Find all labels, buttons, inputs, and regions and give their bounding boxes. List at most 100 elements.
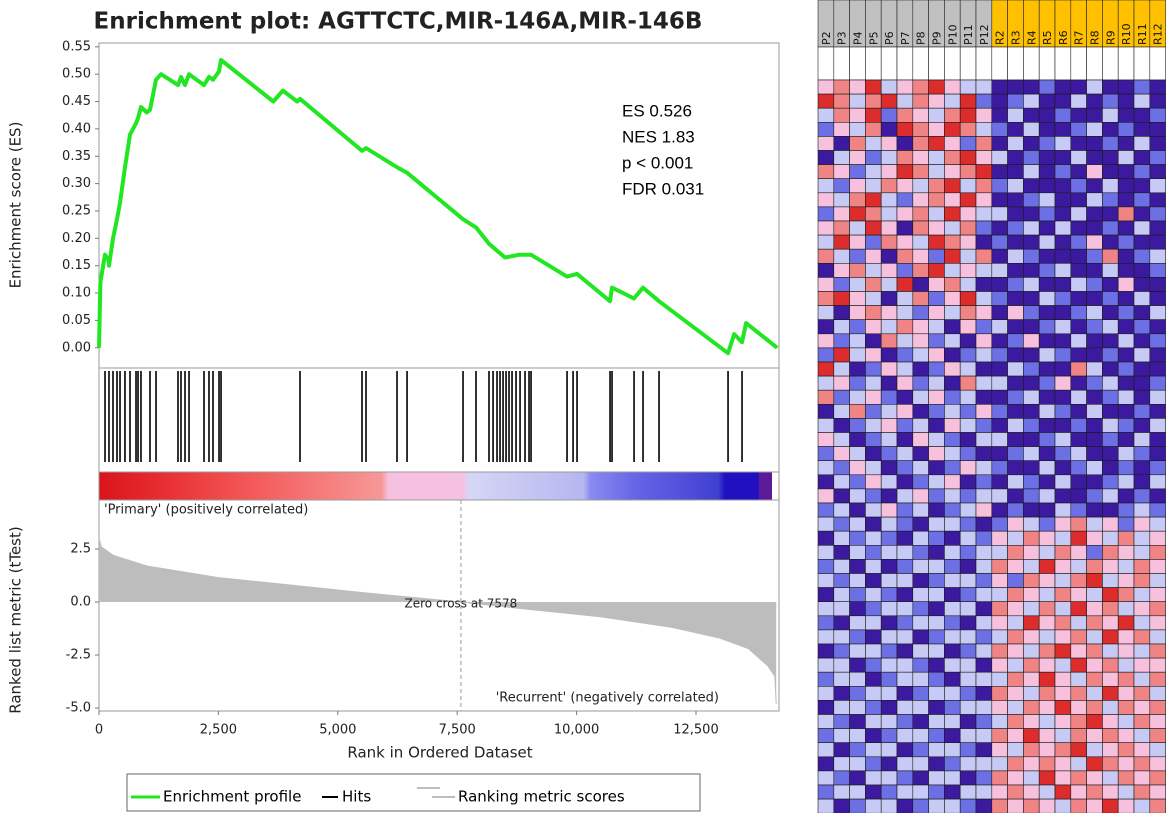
heatmap-cell: [1054, 136, 1072, 151]
heatmap-cell: [1086, 700, 1103, 715]
heatmap-cell: [817, 361, 835, 377]
heatmap-cell: [849, 544, 866, 560]
heatmap-cell: [833, 361, 850, 377]
heatmap-cell: [912, 728, 929, 743]
heatmap-cell: [1038, 220, 1056, 236]
heatmap-cell: [1023, 685, 1040, 701]
heatmap-cell: [1149, 516, 1166, 532]
heatmap-cell: [896, 333, 914, 349]
heatmap-cell: [1117, 770, 1135, 786]
heatmap-cell: [865, 375, 882, 391]
heatmap-cell: [880, 700, 898, 715]
heatmap-cell: [1149, 234, 1166, 250]
heatmap-cell: [817, 559, 835, 574]
heatmap-cell: [1070, 685, 1087, 701]
heatmap-cell: [959, 107, 977, 123]
heatmap-cell: [912, 770, 929, 786]
heatmap-cell: [944, 629, 961, 645]
heatmap-cell: [896, 361, 914, 377]
heatmap-cell: [833, 629, 850, 645]
heatmap-cell: [849, 784, 866, 800]
heatmap-cell: [1117, 248, 1135, 264]
heatmap-cell: [880, 375, 898, 391]
heatmap-cell: [991, 291, 1008, 306]
heatmap-cell: [1086, 784, 1103, 800]
heatmap-cell: [1023, 220, 1040, 236]
heatmap-cell: [1023, 192, 1040, 208]
column-header-blank: [1054, 46, 1072, 81]
heatmap-cell: [896, 192, 914, 208]
heatmap-cell: [1038, 150, 1056, 165]
heatmap-cell: [817, 671, 835, 687]
heatmap-cell: [944, 446, 961, 462]
heatmap-cell: [833, 615, 850, 631]
heatmap-cell: [1007, 460, 1024, 476]
heatmap-cell: [975, 573, 993, 588]
heatmap-cell: [912, 361, 929, 377]
heatmap-cell: [1086, 262, 1103, 278]
heatmap-cell: [1070, 418, 1087, 433]
heatmap-cell: [1117, 714, 1135, 729]
heatmap-cell: [912, 220, 929, 236]
heatmap-cell: [912, 122, 929, 137]
heatmap-cell: [1054, 107, 1072, 123]
heatmap-cell: [1117, 474, 1135, 490]
heatmap-cell: [1102, 756, 1119, 772]
heatmap-cell: [817, 756, 835, 772]
heatmap-cell: [1007, 262, 1024, 278]
heatmap-cell: [1102, 488, 1119, 504]
heatmap-cell: [833, 770, 850, 786]
heatmap-cell: [880, 79, 898, 95]
heatmap-cell: [865, 403, 882, 419]
heatmap-cell: [959, 671, 977, 687]
heatmap-cell: [1102, 516, 1119, 532]
heatmap-cell: [896, 601, 914, 617]
heatmap-cell: [1133, 319, 1151, 335]
heatmap-cell: [1117, 685, 1135, 701]
column-header-blank: [865, 46, 882, 81]
heatmap-cell: [1086, 502, 1103, 518]
heatmap-cell: [1086, 150, 1103, 165]
heatmap-cell: [1023, 446, 1040, 462]
heatmap-cell: [928, 601, 945, 617]
heatmap-cell: [1054, 178, 1072, 194]
heatmap-cell: [944, 403, 961, 419]
heatmap-cell: [1007, 573, 1024, 588]
heatmap-cell: [1070, 93, 1087, 109]
heatmap-cell: [1117, 573, 1135, 588]
heatmap-cell: [991, 150, 1008, 165]
heatmap-cell: [817, 714, 835, 729]
heatmap-cell: [865, 601, 882, 617]
column-header-blank: [1070, 46, 1087, 81]
column-header-blank: [1086, 46, 1103, 81]
heatmap-cell: [1054, 474, 1072, 490]
heatmap-cell: [1023, 418, 1040, 433]
heatmap-cell: [1149, 361, 1166, 377]
y-tick-label: 0.00: [62, 340, 91, 355]
heatmap-cell: [1102, 403, 1119, 419]
heatmap-cell: [1117, 784, 1135, 800]
heatmap-cell: [1102, 643, 1119, 659]
heatmap-cell: [959, 460, 977, 476]
heatmap-cell: [1023, 784, 1040, 800]
heatmap-cell: [928, 79, 945, 95]
heatmap-cell: [991, 446, 1008, 462]
heatmap-cell: [1007, 488, 1024, 504]
heatmap-cell: [928, 361, 945, 377]
heatmap-cell: [896, 262, 914, 278]
heatmap-cell: [959, 657, 977, 673]
heatmap-cell: [849, 389, 866, 405]
heatmap-cell: [865, 474, 882, 490]
heatmap-cell: [975, 164, 993, 180]
heatmap-cell: [944, 150, 961, 165]
heatmap-cell: [1007, 742, 1024, 758]
heatmap-cell: [896, 277, 914, 292]
heatmap-cell: [880, 164, 898, 180]
heatmap-cell: [833, 488, 850, 504]
heatmap-cell: [1133, 629, 1151, 645]
heatmap-cell: [944, 432, 961, 447]
heatmap-cell: [896, 742, 914, 758]
heatmap-cell: [1133, 587, 1151, 602]
heatmap-cell: [944, 375, 961, 391]
